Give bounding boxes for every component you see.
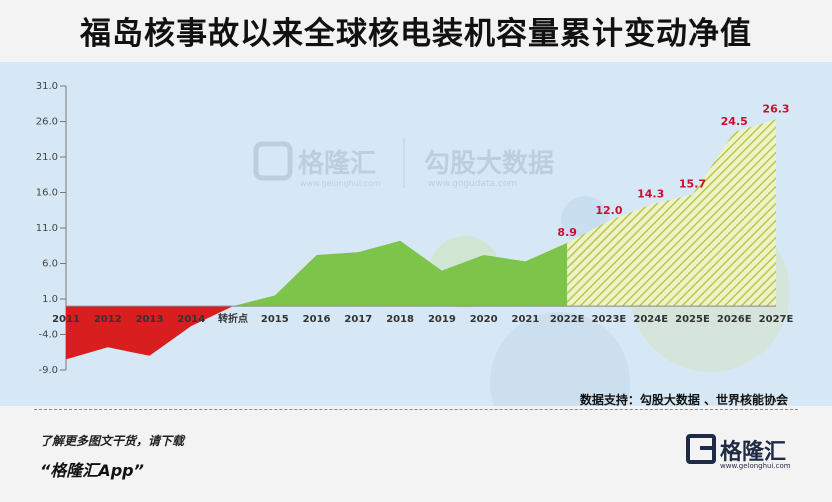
area-chart: 格隆汇 www.gelonghui.com 勾股大数据 www.gogudata… bbox=[36, 81, 794, 406]
area-negative bbox=[66, 306, 234, 360]
x-tick-label: 2020 bbox=[470, 314, 498, 325]
y-tick-label: 11.0 bbox=[36, 223, 58, 234]
x-tick-label: 2013 bbox=[136, 314, 164, 325]
data-label: 24.5 bbox=[721, 115, 748, 128]
promo-text: 了解更多图文干货，请下载 bbox=[40, 434, 185, 448]
logo-icon bbox=[686, 434, 716, 464]
data-label: 12.0 bbox=[595, 204, 622, 217]
x-tick-label: 2026E bbox=[717, 314, 752, 325]
data-label: 8.9 bbox=[557, 226, 577, 239]
y-tick-label: 26.0 bbox=[36, 117, 58, 128]
watermark-brand: 格隆汇 bbox=[298, 148, 376, 179]
x-tick-label: 2018 bbox=[386, 314, 414, 325]
y-tick-label: -4.0 bbox=[38, 330, 58, 341]
x-tick-label: 2022E bbox=[550, 314, 585, 325]
x-tick-label: 2023E bbox=[592, 314, 627, 325]
watermark-partner-url: www.gogudata.com bbox=[428, 179, 517, 189]
x-tick-label: 转折点 bbox=[218, 312, 248, 325]
y-tick-label: 16.0 bbox=[36, 188, 58, 199]
plot-area: 31.0 26.0 21.0 16.0 11.0 6.0 1.0 -4.0 -9.0 2011 20… bbox=[36, 81, 794, 376]
x-tick-label: 2014 bbox=[177, 314, 205, 325]
watermark-logo-icon bbox=[253, 141, 293, 181]
y-tick-label: 31.0 bbox=[36, 81, 58, 92]
x-tick-label: 2016 bbox=[303, 314, 331, 325]
watermark-partner: 勾股大数据 bbox=[424, 149, 554, 179]
data-label: 14.3 bbox=[637, 188, 664, 201]
x-tick-label: 2025E bbox=[675, 314, 710, 325]
y-tick-label: -9.0 bbox=[38, 365, 58, 376]
data-label: 15.7 bbox=[679, 178, 706, 191]
x-tick-label: 2015 bbox=[261, 314, 289, 325]
source-note: 数据支持：勾股大数据 、世界核能协会 bbox=[579, 393, 788, 407]
logo-text: 格隆汇 bbox=[720, 440, 787, 465]
x-tick-label: 2027E bbox=[759, 314, 794, 325]
y-tick-label: 6.0 bbox=[42, 259, 58, 270]
divider bbox=[34, 409, 798, 410]
x-tick-label: 2011 bbox=[52, 314, 80, 325]
area-forecast bbox=[567, 119, 776, 307]
y-tick-label: 1.0 bbox=[42, 294, 58, 305]
chart-title: 福岛核事故以来全球核电装机容量累计变动净值 bbox=[80, 16, 752, 52]
decor-circle bbox=[490, 312, 630, 406]
x-tick-label: 2017 bbox=[344, 314, 372, 325]
watermark-brand-url: www.gelonghui.com bbox=[300, 179, 381, 188]
area-historical bbox=[233, 240, 568, 307]
chart-panel: 格隆汇 www.gelonghui.com 勾股大数据 www.gogudata… bbox=[0, 62, 832, 406]
brand-logo: 格隆汇 www.gelonghui.com bbox=[686, 434, 796, 474]
promo-app-name: “格隆汇App” bbox=[40, 461, 144, 480]
x-tick-label: 2021 bbox=[511, 314, 539, 325]
x-tick-label: 2024E bbox=[633, 314, 668, 325]
x-tick-label: 2012 bbox=[94, 314, 122, 325]
watermark: 格隆汇 www.gelonghui.com 勾股大数据 www.gogudata… bbox=[253, 138, 554, 189]
x-tick-label: 2019 bbox=[428, 314, 456, 325]
logo-url: www.gelonghui.com bbox=[720, 462, 791, 470]
data-label: 26.3 bbox=[762, 102, 789, 115]
y-tick-label: 21.0 bbox=[36, 152, 58, 163]
